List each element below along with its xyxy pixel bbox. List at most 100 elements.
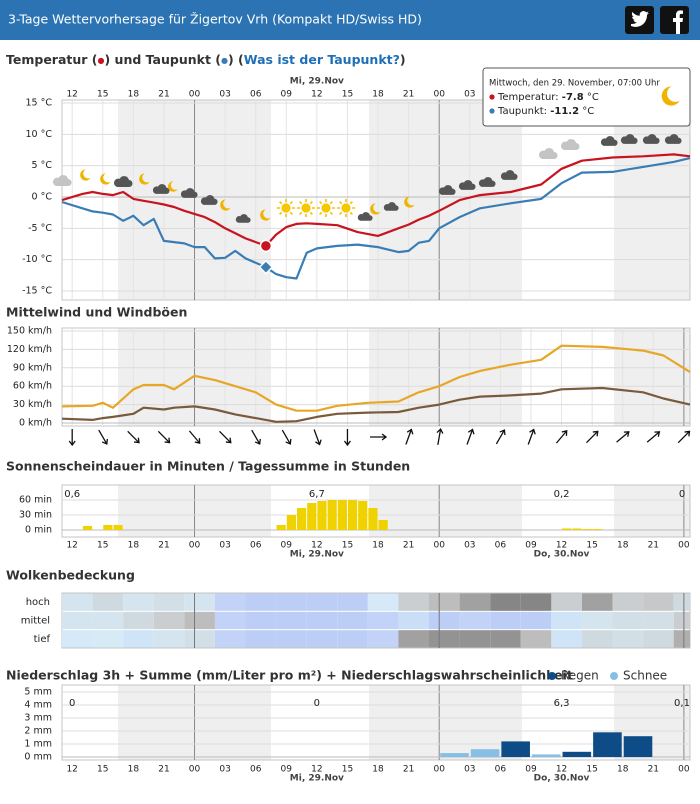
y-tick-label: 60 min <box>19 495 52 506</box>
date-label: Mi, 29.Nov <box>290 550 344 560</box>
x-tick-label: 06 <box>495 541 507 551</box>
wind-arrow <box>436 428 444 445</box>
x-tick-label: 18 <box>128 765 140 775</box>
title-part: ) ( <box>228 52 244 67</box>
series-line <box>61 157 691 280</box>
x-tick-label: 15 <box>97 90 108 100</box>
y-tick-label: 5 mm <box>24 687 52 698</box>
night-band <box>369 328 522 426</box>
cloud-cell <box>490 593 521 611</box>
x-tick-label: 00 <box>678 765 690 775</box>
x-tick-label: 12 <box>66 765 77 775</box>
bar <box>317 501 327 530</box>
x-tick-label: 09 <box>525 541 537 551</box>
y-tick-label: 4 mm <box>24 700 52 711</box>
help-link[interactable]: Was ist der Taupunkt? <box>244 52 400 67</box>
wind-arrow <box>677 430 691 444</box>
tooltip-dot <box>489 108 495 114</box>
weather-icon <box>80 169 91 181</box>
day-total: 6,3 <box>554 698 570 709</box>
x-tick-label: 00 <box>433 541 445 551</box>
y-tick-label: 30 km/h <box>13 399 52 410</box>
tooltip-dot <box>489 94 495 100</box>
cloud-cell <box>276 611 307 630</box>
cloud-cell <box>612 593 644 611</box>
day-total: 6,7 <box>309 489 325 500</box>
wind-arrow <box>313 429 322 446</box>
bar <box>531 754 561 757</box>
x-tick-label: 12 <box>311 765 322 775</box>
x-tick-label: 21 <box>158 765 169 775</box>
temperature-chart: 12 15 18 21 00 03 06 09 12 15 18 21 00 03 Mi, 29.Nov 15… <box>22 77 691 301</box>
chart-title: Mittelwind und Windböen <box>6 305 187 320</box>
x-tick-label: 00 <box>433 90 445 100</box>
weather-icon <box>561 139 580 150</box>
cloud-cell <box>551 630 582 648</box>
cloud-cell <box>581 611 613 630</box>
x-tick-label: 21 <box>648 765 659 775</box>
x-tick-label: 03 <box>219 541 230 551</box>
plot-frame <box>61 327 691 427</box>
cloud-cell <box>643 611 674 630</box>
legend-marker <box>548 672 556 680</box>
wind-arrow <box>646 431 661 443</box>
x-tick-label: 18 <box>617 541 629 551</box>
cloud-cell <box>214 593 246 611</box>
cloud-cell <box>153 593 185 611</box>
cloud-cell <box>581 593 613 611</box>
night-band <box>369 100 522 300</box>
x-tick-label: 03 <box>464 90 475 100</box>
x-tick-label: 21 <box>158 541 169 551</box>
day-total: 0 <box>679 489 685 500</box>
y-tick-label: 10 °C <box>26 129 53 140</box>
date-label: Mi, 29.Nov <box>290 774 344 784</box>
cloud-cell <box>214 611 246 630</box>
title-dot: ● <box>221 56 228 65</box>
x-tick-label: 15 <box>342 765 353 775</box>
cloud-cell <box>429 593 460 611</box>
wind-arrow <box>251 429 261 445</box>
cloud-cell <box>123 611 154 630</box>
weather-icon <box>316 198 336 218</box>
sunshine-chart: 12 15 18 21 00 03 06 09 12 15 18 21 00 03 06 09 12 15 18 21… <box>19 484 691 560</box>
night-band <box>369 485 522 537</box>
x-tick-label: 18 <box>372 765 384 775</box>
x-tick-label: 18 <box>617 765 629 775</box>
wind-arrow <box>219 430 232 444</box>
night-band <box>614 485 690 537</box>
cloud-chart: hoch mittel tief <box>21 592 691 649</box>
legend-label: Schnee <box>623 669 667 683</box>
row-label: mittel <box>21 616 50 627</box>
day-total: 0 <box>314 698 320 709</box>
twitter-icon <box>631 11 649 27</box>
x-tick-label: 21 <box>403 90 414 100</box>
bar <box>276 525 286 530</box>
chart-title: Wolkenbedeckung <box>6 568 135 583</box>
legend-marker <box>610 672 618 680</box>
cloud-cell <box>245 611 277 630</box>
x-tick-label: 21 <box>158 90 169 100</box>
x-tick-label: 21 <box>648 541 659 551</box>
cloud-cell <box>92 593 124 611</box>
y-tick-label: 5 °C <box>32 160 53 171</box>
x-tick-label: 15 <box>586 541 597 551</box>
wind-arrow <box>281 429 292 445</box>
y-tick-label: 30 min <box>19 510 52 521</box>
bar <box>582 529 592 530</box>
x-tick-label: 00 <box>189 765 201 775</box>
tooltip-box <box>482 67 691 127</box>
night-band <box>614 100 690 300</box>
bar <box>562 751 592 757</box>
cloud-cell <box>673 593 690 611</box>
cloud-cell <box>643 593 674 611</box>
bar <box>307 503 317 530</box>
x-tick-label: 21 <box>403 541 414 551</box>
y-tick-label: 15 °C <box>26 98 53 109</box>
x-tick-label: 09 <box>281 541 293 551</box>
bar <box>562 528 572 530</box>
x-tick-label: 09 <box>525 765 537 775</box>
chart-title: Temperatur (●) und Taupunkt (●) (Was ist… <box>6 52 406 67</box>
x-tick-label: 09 <box>281 90 293 100</box>
x-tick-label: 15 <box>342 541 353 551</box>
cloud-cell <box>429 630 460 648</box>
